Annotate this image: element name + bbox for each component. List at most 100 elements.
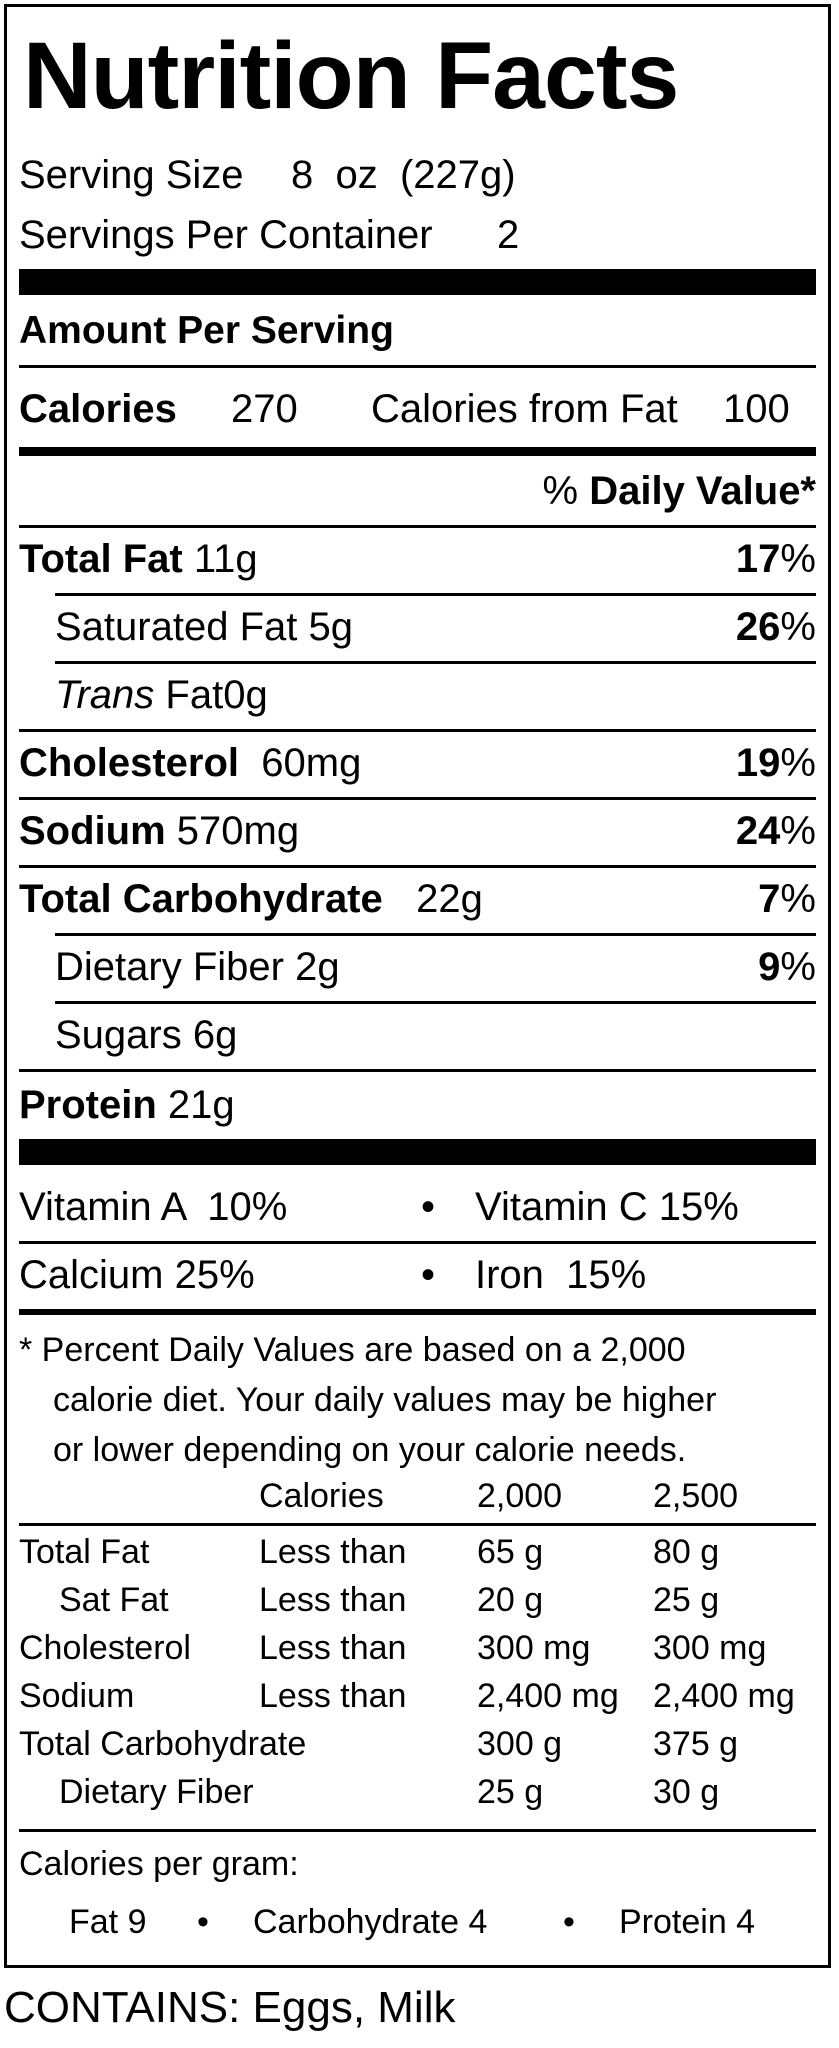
dv-row-name: Total Carbohydrate: [19, 1725, 307, 1763]
trans-fat-label-italic: Trans: [55, 673, 155, 717]
dv-table-header-2500: 2,500: [653, 1477, 739, 1515]
saturated-fat-dv: 26%: [736, 607, 816, 647]
thick-rule-1: [19, 269, 816, 295]
thin-rule-6: [19, 797, 816, 800]
total-carb-dv-value: 7: [758, 877, 781, 921]
thin-rule-3: [55, 593, 816, 596]
sugars-row: Sugars 6g: [55, 1015, 237, 1055]
protein-row: Protein 21g: [19, 1085, 235, 1125]
thin-rule-8: [55, 933, 816, 936]
dv-row-2000: 300 mg: [477, 1629, 591, 1667]
total-fat-row: Total Fat 11g: [19, 539, 258, 579]
dietary-fiber-label: Dietary Fiber: [55, 945, 284, 989]
servings-per-container-value: 2: [497, 213, 520, 257]
sodium-label: Sodium: [19, 809, 166, 853]
sodium-dv: 24%: [736, 811, 816, 851]
vitamin-bullet-1: •: [421, 1185, 436, 1229]
dv-row-2500: 300 mg: [653, 1629, 767, 1667]
calcium: Calcium 25%: [19, 1253, 255, 1297]
protein-amount: 21g: [167, 1083, 235, 1127]
cholesterol-dv-value: 19: [735, 741, 781, 785]
cholesterol-amount: 60mg: [261, 741, 362, 785]
total-carb-row: Total Carbohydrate 22g: [19, 879, 483, 919]
footnote-line-3: or lower depending on your calorie needs…: [53, 1431, 687, 1469]
dietary-fiber-row: Dietary Fiber 2g: [55, 947, 340, 987]
servings-per-container-label: Servings Per Container: [19, 213, 433, 257]
total-carb-dv-pct: %: [780, 877, 816, 921]
dv-row-2500: 375 g: [653, 1725, 739, 1763]
dietary-fiber-dv-pct: %: [780, 945, 816, 989]
serving-size-value: 8 oz (227g): [291, 153, 516, 197]
cholesterol-row: Cholesterol 60mg: [19, 743, 361, 783]
allergen-contains: CONTAINS: Eggs, Milk: [4, 1983, 456, 2032]
dv-row-2500: 2,400 mg: [653, 1677, 795, 1715]
sugars-amount: 6g: [192, 1013, 238, 1057]
label-title: Nutrition Facts: [23, 23, 679, 129]
cholesterol-dv-pct: %: [780, 741, 816, 785]
sodium-dv-pct: %: [780, 809, 816, 853]
cpg-fat: Fat 9: [69, 1903, 147, 1941]
saturated-fat-dv-value: 26: [735, 605, 781, 649]
nutrition-facts-label: Nutrition Facts Serving Size 8 oz (227g)…: [4, 4, 831, 1968]
dv-row-qualifier: Less than: [259, 1629, 407, 1667]
trans-fat-amount: 0g: [223, 673, 268, 717]
saturated-fat-label: Saturated Fat: [55, 605, 298, 649]
total-fat-dv-value: 17: [735, 537, 781, 581]
footnote-line-2: calorie diet. Your daily values may be h…: [53, 1381, 717, 1419]
dv-row-2000: 2,400 mg: [477, 1677, 619, 1715]
cholesterol-dv: 19%: [736, 743, 816, 783]
saturated-fat-dv-pct: %: [780, 605, 816, 649]
sugars-label: Sugars: [55, 1013, 182, 1057]
dv-row-qualifier: Less than: [259, 1533, 407, 1571]
dv-table-header-2000: 2,000: [477, 1477, 563, 1515]
daily-value-pct: %: [542, 469, 579, 513]
cpg-bullet-2: •: [563, 1903, 575, 1941]
dietary-fiber-dv: 9%: [758, 947, 816, 987]
thin-rule-5: [19, 729, 816, 732]
dv-row-name: Dietary Fiber: [59, 1773, 254, 1811]
trans-fat-row: Trans Fat0g: [55, 675, 268, 715]
total-fat-dv-pct: %: [780, 537, 816, 581]
calories-value: 270: [231, 387, 298, 431]
trans-fat-label: Fat: [165, 673, 224, 717]
calories-from-fat-label: Calories from Fat: [371, 387, 678, 431]
cpg-protein: Protein 4: [619, 1903, 756, 1941]
dv-row-name: Sodium: [19, 1677, 135, 1715]
medium-rule-1: [19, 447, 816, 456]
cpg-bullet-1: •: [197, 1903, 209, 1941]
vitamin-bullet-2: •: [421, 1253, 436, 1297]
vitamin-a: Vitamin A 10%: [19, 1185, 288, 1229]
vitamin-c: Vitamin C 15%: [475, 1185, 739, 1229]
total-fat-dv: 17%: [736, 539, 816, 579]
thin-rule-10: [19, 1069, 816, 1072]
dv-row-2000: 65 g: [477, 1533, 544, 1571]
dv-row-2000: 300 g: [477, 1725, 563, 1763]
serving-size-label: Serving Size: [19, 153, 244, 197]
thin-rule-2: [19, 525, 816, 528]
thin-rule-13: [19, 1829, 816, 1832]
calories-label: Calories: [19, 387, 177, 431]
total-carb-dv: 7%: [758, 879, 816, 919]
dv-row-qualifier: Less than: [259, 1581, 407, 1619]
thin-rule-11: [19, 1241, 816, 1244]
dv-row-2500: 80 g: [653, 1533, 720, 1571]
dv-table-header-calories: Calories: [259, 1477, 384, 1515]
thin-rule-12: [19, 1523, 816, 1526]
cholesterol-label: Cholesterol: [19, 741, 240, 785]
daily-value-label: Daily Value*: [589, 469, 816, 513]
thin-rule-1: [19, 365, 816, 368]
total-fat-label: Total Fat: [19, 537, 183, 581]
thin-rule-9: [55, 1001, 816, 1004]
dv-row-name: Cholesterol: [19, 1629, 191, 1667]
total-fat-amount: 11g: [193, 537, 258, 581]
calories-from-fat-value: 100: [723, 387, 790, 431]
dietary-fiber-dv-value: 9: [758, 945, 781, 989]
dv-row-2000: 20 g: [477, 1581, 544, 1619]
dv-row-qualifier: Less than: [259, 1677, 407, 1715]
dietary-fiber-amount: 2g: [295, 945, 340, 989]
cpg-carbohydrate: Carbohydrate 4: [253, 1903, 488, 1941]
protein-label: Protein: [19, 1083, 157, 1127]
iron: Iron 15%: [475, 1253, 647, 1297]
calories-per-gram-label: Calories per gram:: [19, 1845, 299, 1883]
saturated-fat-amount: 5g: [308, 605, 354, 649]
